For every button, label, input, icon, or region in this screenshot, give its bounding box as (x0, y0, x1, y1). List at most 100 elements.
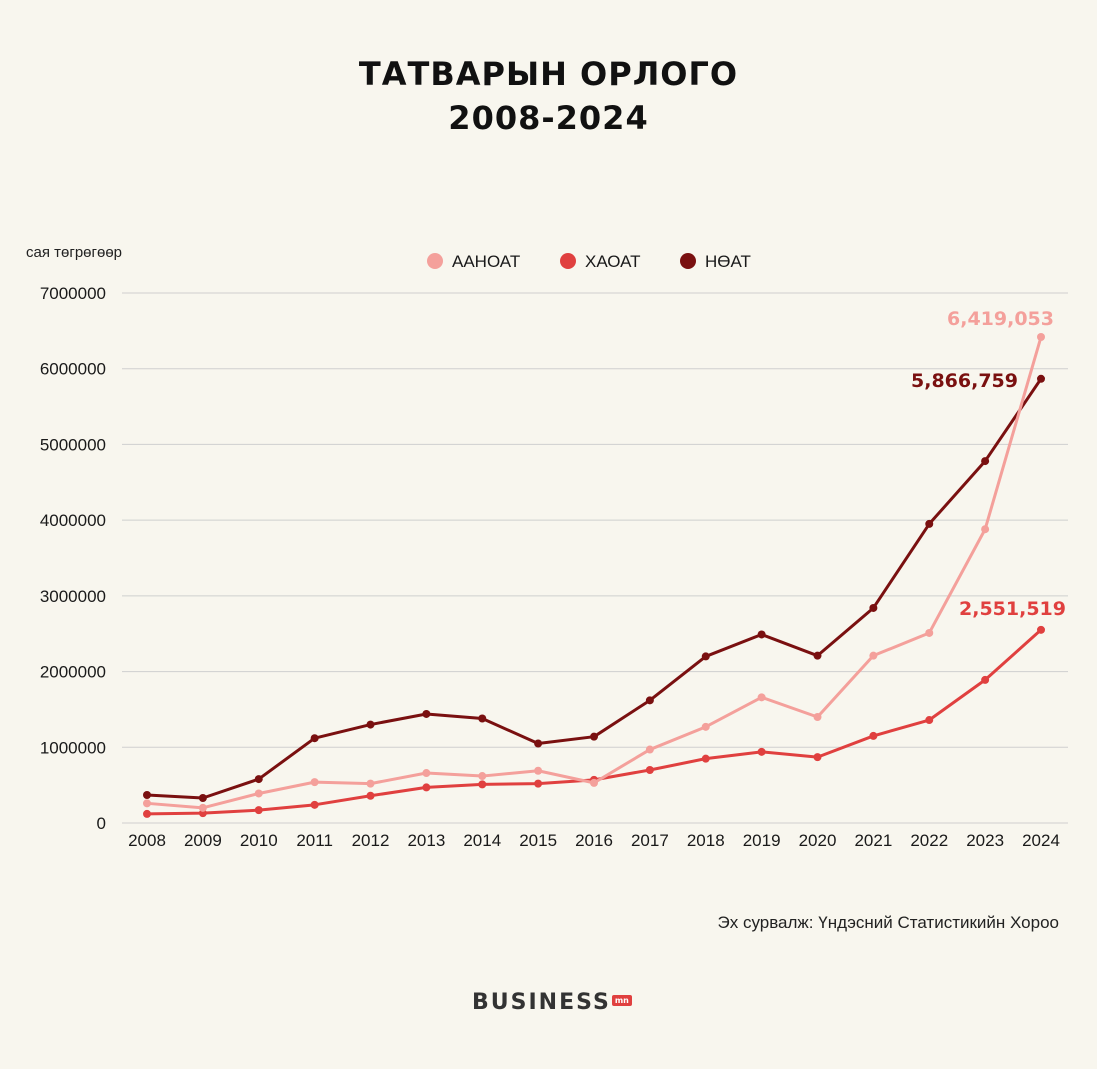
legend-item: НӨАТ (680, 252, 751, 271)
x-tick-label: 2009 (184, 831, 222, 850)
data-point (925, 519, 934, 528)
series-lines (143, 332, 1045, 818)
data-point (143, 799, 151, 808)
data-point (701, 652, 710, 661)
y-tick-label: 1000000 (40, 738, 106, 757)
data-point (143, 809, 151, 818)
chart-title: ТАТВАРЫН ОРЛОГО 2008-2024 (0, 52, 1097, 140)
data-point (757, 747, 766, 756)
legend: ААНОАТ ХАОАТ НӨАТ (427, 252, 751, 271)
y-tick-label: 5000000 (40, 435, 106, 454)
legend-item: ААНОАТ (427, 252, 520, 271)
data-point (1037, 374, 1045, 383)
data-point (366, 720, 375, 729)
x-tick-label: 2008 (128, 831, 166, 850)
x-tick-label: 2013 (407, 831, 445, 850)
x-tick-label: 2011 (296, 831, 333, 850)
data-point (757, 630, 766, 639)
data-point (310, 734, 319, 743)
legend-label: ХАОАТ (585, 252, 641, 271)
data-point (422, 783, 431, 792)
legend-marker (427, 253, 443, 269)
data-point (534, 739, 543, 748)
y-tick-label: 0 (97, 814, 106, 833)
chart-title-line-1: ТАТВАРЫН ОРЛОГО (358, 55, 739, 93)
data-point (701, 722, 710, 731)
end-value-label: 6,419,053 (947, 308, 1054, 330)
x-tick-label: 2010 (240, 831, 278, 850)
data-point (1037, 625, 1045, 634)
x-tick-label: 2018 (687, 831, 725, 850)
y-axis-ticks: 0 1000000 2000000 3000000 4000000 5000000 6000… (40, 284, 106, 833)
data-point (534, 779, 543, 788)
data-point (422, 709, 431, 718)
x-tick-label: 2012 (352, 831, 390, 850)
legend-item: ХАОАТ (560, 252, 641, 271)
data-point (869, 651, 878, 660)
data-point (198, 794, 207, 803)
brand-logo: BUSINESS mn (472, 990, 632, 1015)
data-point (813, 651, 822, 660)
end-value-label: 5,866,759 (911, 370, 1018, 392)
data-point (478, 714, 487, 723)
data-point (645, 745, 654, 754)
data-point (645, 696, 654, 705)
data-point (254, 775, 263, 784)
data-point (869, 603, 878, 612)
y-axis-unit-label: сая төгрөгөөр (26, 244, 122, 261)
legend-label: ААНОАТ (452, 252, 520, 271)
x-tick-label: 2020 (799, 831, 837, 850)
x-tick-label: 2024 (1022, 831, 1060, 850)
x-tick-label: 2015 (519, 831, 557, 850)
data-point (198, 803, 207, 812)
x-axis-ticks: 2008 2009 2010 2011 2012 2013 2014 2015 2016 2017… (128, 831, 1060, 850)
legend-label: НӨАТ (705, 252, 751, 271)
data-point (590, 778, 598, 787)
brand-logo-badge: mn (611, 995, 632, 1006)
legend-marker (560, 253, 576, 269)
end-value-labels: 6,419,053 2,551,519 5,866,759 (911, 308, 1066, 620)
y-tick-label: 2000000 (40, 663, 106, 682)
data-point (925, 628, 934, 637)
end-value-label: 2,551,519 (959, 598, 1066, 620)
brand-logo-text: BUSINESS (472, 990, 611, 1015)
data-point (645, 766, 654, 774)
data-point (254, 806, 263, 815)
chart-title-line-2: 2008-2024 (448, 99, 649, 137)
y-tick-label: 3000000 (40, 587, 106, 606)
y-tick-label: 6000000 (40, 360, 106, 379)
data-point (534, 766, 543, 775)
data-point (310, 800, 319, 809)
data-point (478, 772, 487, 781)
data-point (143, 790, 151, 799)
data-point (590, 732, 598, 741)
data-point (981, 675, 990, 684)
x-tick-label: 2023 (966, 831, 1004, 850)
data-point (1037, 332, 1045, 341)
x-tick-label: 2016 (575, 831, 613, 850)
data-point (310, 778, 319, 787)
y-tick-label: 4000000 (40, 511, 106, 530)
data-point (925, 716, 934, 725)
y-tick-label: 7000000 (40, 284, 106, 303)
data-point (478, 780, 487, 789)
grid-lines (122, 292, 1068, 824)
data-point (701, 754, 710, 763)
x-tick-label: 2017 (631, 831, 669, 850)
legend-marker (680, 253, 696, 269)
data-point (422, 769, 431, 778)
data-point (981, 457, 990, 466)
data-point (366, 779, 375, 788)
x-tick-label: 2021 (854, 831, 892, 850)
data-point (254, 789, 263, 798)
data-point (366, 791, 375, 800)
data-point (869, 731, 878, 740)
x-tick-label: 2019 (743, 831, 781, 850)
x-tick-label: 2014 (463, 831, 501, 850)
data-point (813, 713, 822, 721)
source-note: Эх сурвалж: Үндэсний Статистикийн Хороо (717, 913, 1060, 932)
data-point (757, 693, 766, 702)
x-tick-label: 2022 (910, 831, 948, 850)
data-point (813, 753, 822, 762)
